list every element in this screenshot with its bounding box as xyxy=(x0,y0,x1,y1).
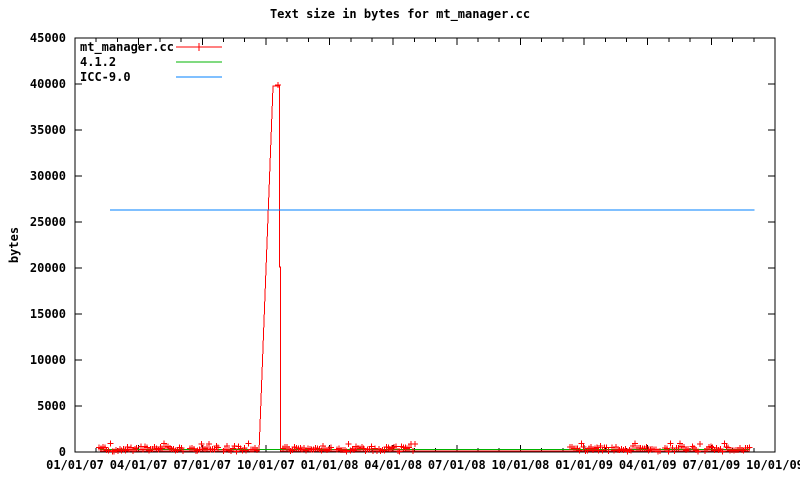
legend-item-mt-manager: mt_manager.cc xyxy=(80,40,174,54)
svg-text:40000: 40000 xyxy=(30,77,66,91)
chart-title: Text size in bytes for mt_manager.cc xyxy=(269,7,531,21)
svg-text:07/01/09: 07/01/09 xyxy=(682,458,740,472)
svg-text:04/01/09: 04/01/09 xyxy=(619,458,677,472)
svg-text:07/01/07: 07/01/07 xyxy=(173,458,231,472)
svg-text:0: 0 xyxy=(59,445,66,459)
svg-text:01/01/07: 01/01/07 xyxy=(46,458,104,472)
svg-text:35000: 35000 xyxy=(30,123,66,137)
svg-text:10000: 10000 xyxy=(30,353,66,367)
svg-text:01/01/08: 01/01/08 xyxy=(301,458,359,472)
svg-text:5000: 5000 xyxy=(37,399,66,413)
svg-text:10/01/07: 10/01/07 xyxy=(237,458,295,472)
svg-text:25000: 25000 xyxy=(30,215,66,229)
svg-text:04/01/08: 04/01/08 xyxy=(364,458,422,472)
svg-text:10/01/09: 10/01/09 xyxy=(746,458,800,472)
svg-text:01/01/09: 01/01/09 xyxy=(555,458,613,472)
svg-text:45000: 45000 xyxy=(30,31,66,45)
svg-text:20000: 20000 xyxy=(30,261,66,275)
legend-item-icc90: ICC-9.0 xyxy=(80,70,131,84)
svg-text:15000: 15000 xyxy=(30,307,66,321)
svg-text:10/01/08: 10/01/08 xyxy=(492,458,550,472)
svg-text:04/01/07: 04/01/07 xyxy=(110,458,168,472)
svg-text:07/01/08: 07/01/08 xyxy=(428,458,486,472)
svg-text:30000: 30000 xyxy=(30,169,66,183)
legend-item-412: 4.1.2 xyxy=(80,55,117,69)
